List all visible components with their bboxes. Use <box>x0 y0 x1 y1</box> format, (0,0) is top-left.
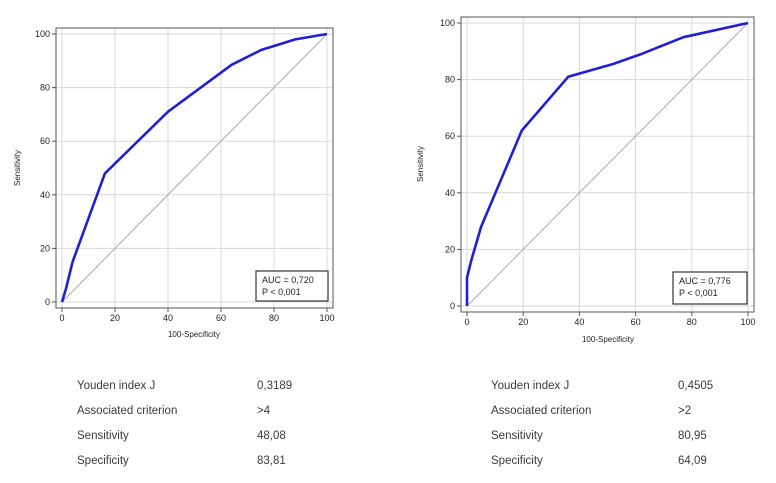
y-axis-label: Sensitivity <box>13 150 22 186</box>
stat-value: >2 <box>678 405 692 417</box>
x-tick-label: 0 <box>464 317 469 327</box>
stat-label: Youden index J <box>491 380 570 392</box>
x-tick-label: 40 <box>163 313 173 323</box>
stat-value: >4 <box>257 405 271 417</box>
y-tick-label: 60 <box>40 136 50 146</box>
x-tick-label: 20 <box>110 313 120 323</box>
stat-label: Associated criterion <box>77 405 178 417</box>
x-tick-label: 0 <box>59 313 64 323</box>
stats-table-left: Youden index J 0,3189 Associated criteri… <box>77 380 327 480</box>
x-tick-label: 40 <box>574 317 584 327</box>
auc-annotation-box <box>672 271 748 305</box>
x-tick-label: 80 <box>269 313 279 323</box>
x-tick-label: 100 <box>319 313 334 323</box>
x-tick-label: 100 <box>740 317 755 327</box>
x-tick-label: 60 <box>216 313 226 323</box>
y-tick-label: 80 <box>445 75 455 85</box>
x-tick-label: 20 <box>518 317 528 327</box>
auc-annotation-box <box>255 270 329 302</box>
x-axis-label: 100-Specificity <box>168 330 220 339</box>
y-tick-label: 40 <box>445 188 455 198</box>
p-value-text: P < 0,001 <box>262 287 301 297</box>
y-tick-label: 100 <box>35 29 50 39</box>
x-tick-label: 80 <box>687 317 697 327</box>
y-tick-label: 80 <box>40 83 50 93</box>
y-tick-label: 20 <box>40 243 50 253</box>
stat-value: 48,08 <box>257 430 286 442</box>
y-tick-label: 60 <box>445 131 455 141</box>
stat-value: 0,4505 <box>678 380 714 392</box>
reference-diagonal-line <box>61 33 328 303</box>
roc-chart-2: 0 20 40 60 80 100 0 20 40 60 80 100 100-Specificity S… <box>416 16 756 344</box>
y-axis-label: Sensitivity <box>416 146 425 182</box>
stat-label: Youden index J <box>77 380 156 392</box>
x-axis-label: 100-Specificity <box>582 335 634 344</box>
stat-value: 83,81 <box>257 455 286 467</box>
stats-table-right: Youden index J 0,4505 Associated criteri… <box>491 380 741 480</box>
x-tick-label: 60 <box>631 317 641 327</box>
plot-frame <box>55 27 334 309</box>
roc-curve-line <box>465 21 749 306</box>
stat-value: 80,95 <box>678 430 707 442</box>
auc-text: AUC = 0,776 <box>679 276 731 286</box>
roc-curve-line <box>60 32 328 303</box>
roc-chart-1: 0 20 40 60 80 100 0 20 40 60 80 100 100-Specificity S… <box>13 27 335 339</box>
y-tick-label: 0 <box>450 301 455 311</box>
stat-label: Sensitivity <box>491 430 543 442</box>
y-tick-label: 20 <box>445 244 455 254</box>
stat-value: 64,09 <box>678 455 707 467</box>
stat-label: Sensitivity <box>77 430 129 442</box>
y-tick-label: 100 <box>440 18 455 28</box>
y-tick-label: 0 <box>45 297 50 307</box>
stat-value: 0,3189 <box>257 380 293 392</box>
reference-diagonal-line <box>466 22 749 307</box>
stat-label: Specificity <box>77 455 129 467</box>
stat-label: Associated criterion <box>491 405 592 417</box>
stat-label: Specificity <box>491 455 543 467</box>
auc-text: AUC = 0,720 <box>262 275 314 285</box>
p-value-text: P < 0,001 <box>679 288 718 298</box>
y-tick-label: 40 <box>40 190 50 200</box>
plot-frame <box>460 16 755 313</box>
